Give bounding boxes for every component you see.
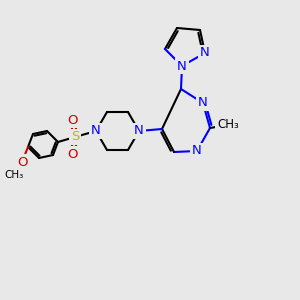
Text: O: O	[17, 155, 27, 169]
Text: N: N	[177, 59, 187, 73]
Text: N: N	[192, 145, 202, 158]
Text: S: S	[71, 130, 79, 143]
Text: N: N	[91, 124, 101, 137]
Text: O: O	[68, 113, 78, 127]
Text: N: N	[198, 97, 208, 110]
Text: N: N	[134, 124, 144, 137]
Text: N: N	[200, 46, 210, 59]
Text: O: O	[68, 148, 78, 160]
Text: CH₃: CH₃	[217, 118, 239, 131]
Text: CH₃: CH₃	[4, 170, 24, 180]
